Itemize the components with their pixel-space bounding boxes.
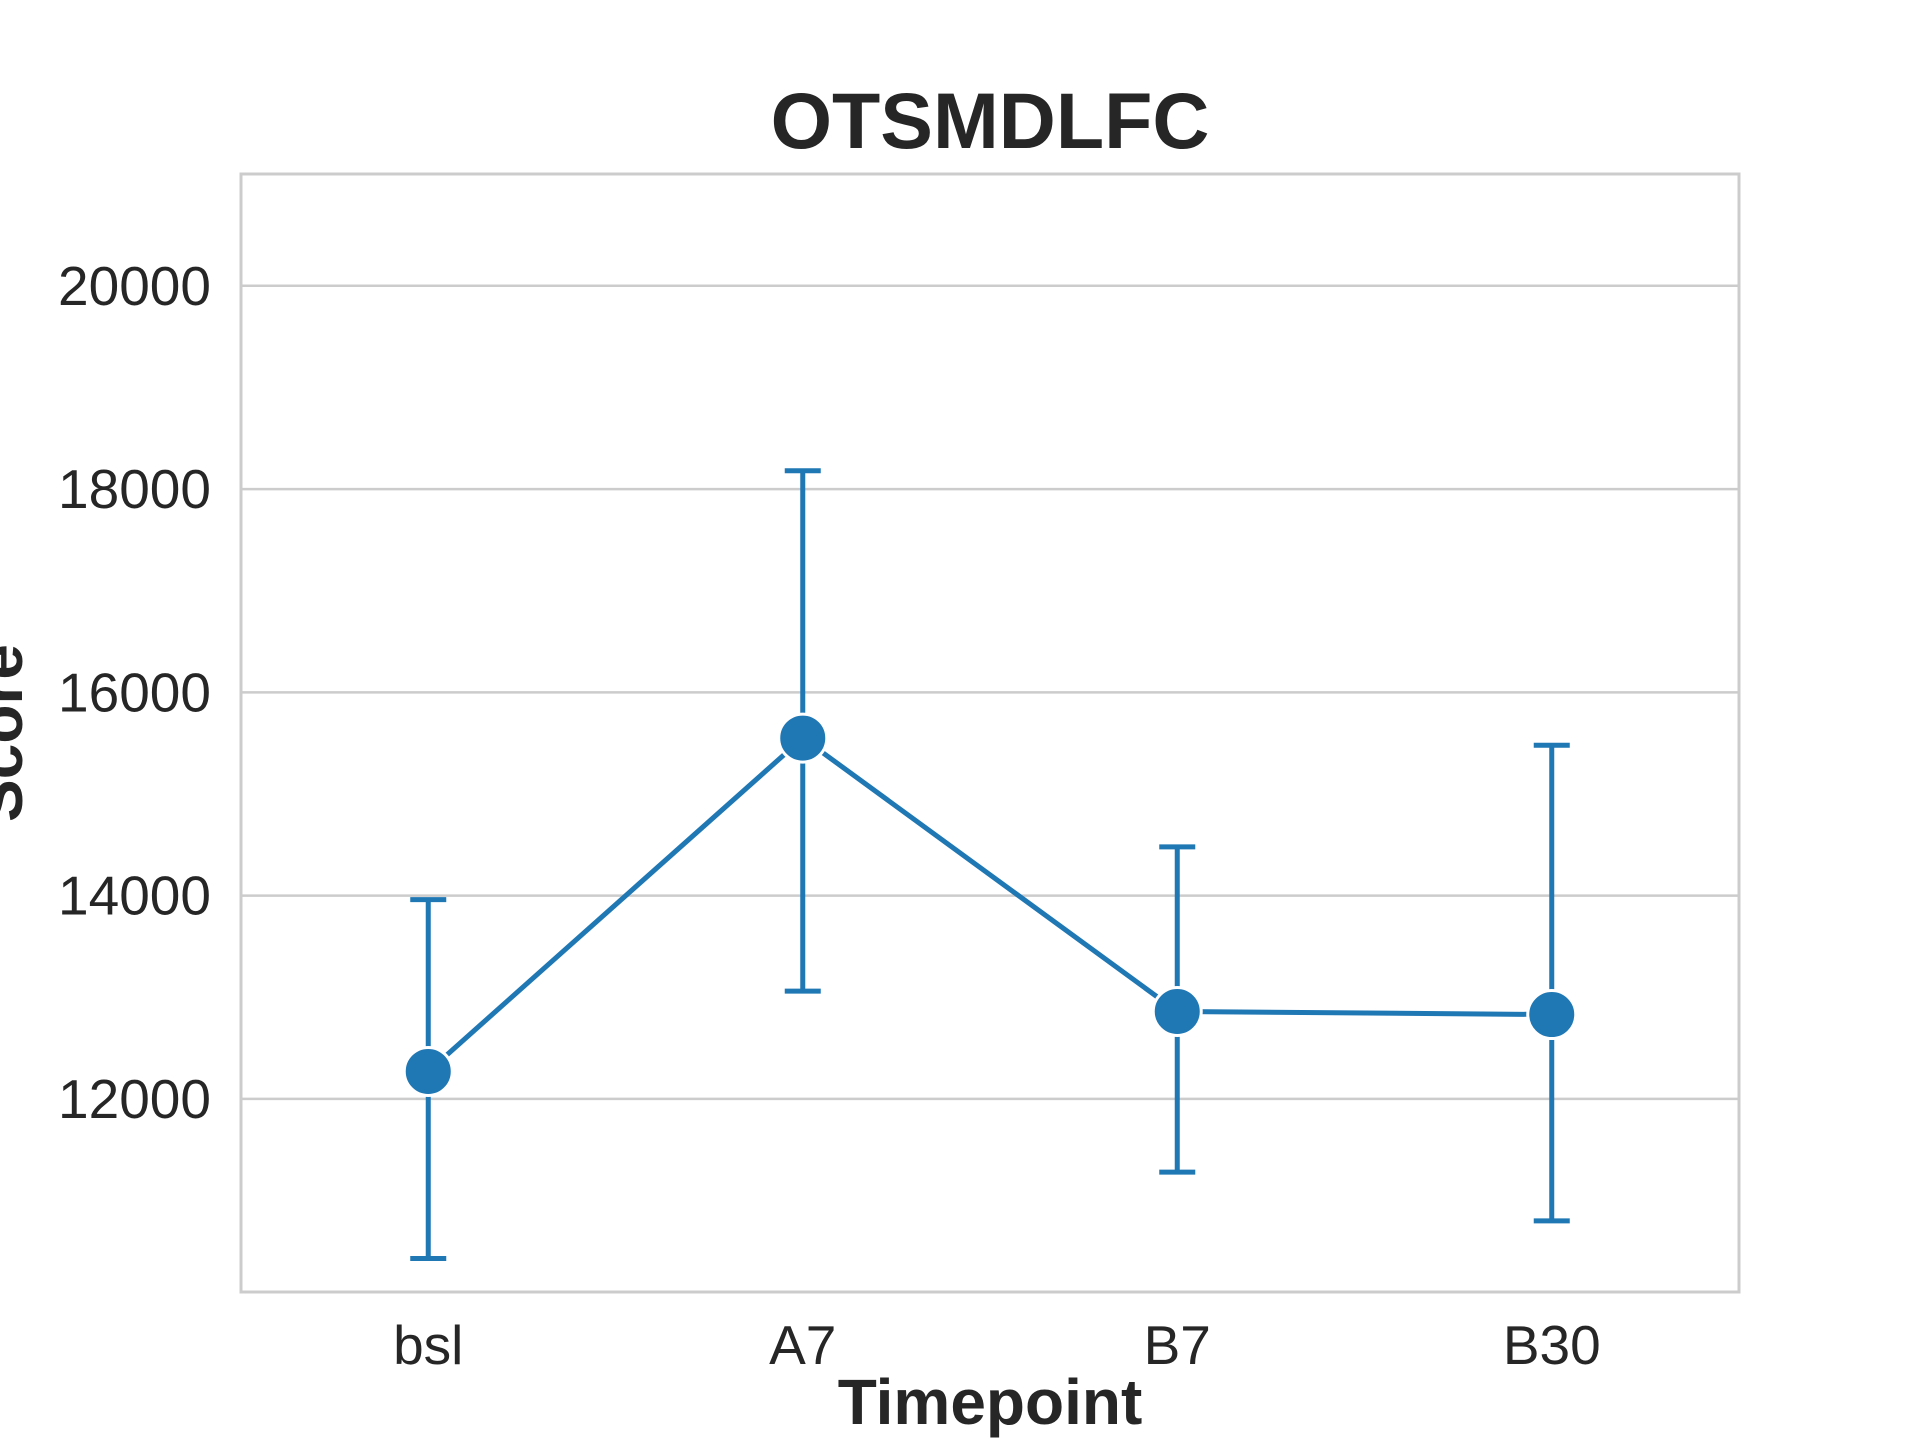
y-gridlines (241, 284, 1739, 1101)
y-tick-label: 20000 (58, 255, 211, 317)
y-tick-label: 18000 (58, 458, 211, 520)
x-tick-label: bsl (393, 1314, 463, 1376)
y-tick-label: 14000 (58, 865, 211, 927)
error-bar (1533, 742, 1570, 1224)
plot-area-frame (239, 172, 1741, 1294)
y-tick-label: 16000 (58, 661, 211, 723)
x-tick-label: B7 (1144, 1314, 1211, 1376)
data-point (402, 1045, 454, 1097)
series-group (402, 468, 1578, 1261)
chart-title: OTSMDLFC (771, 76, 1210, 165)
x-tick-label: A7 (769, 1314, 836, 1376)
series-line (426, 735, 1552, 1074)
x-axis-label: Timepoint (838, 1366, 1143, 1438)
y-tick-labels: 12000 14000 16000 18000 20000 (58, 255, 211, 1130)
y-tick-label: 12000 (58, 1068, 211, 1130)
x-tick-labels: bsl A7 B7 B30 (393, 1314, 1601, 1376)
x-tick-label: B30 (1503, 1314, 1601, 1376)
data-point (1526, 989, 1578, 1041)
data-point (777, 712, 829, 764)
y-axis-label: Score (0, 644, 36, 822)
data-point (1151, 985, 1203, 1037)
